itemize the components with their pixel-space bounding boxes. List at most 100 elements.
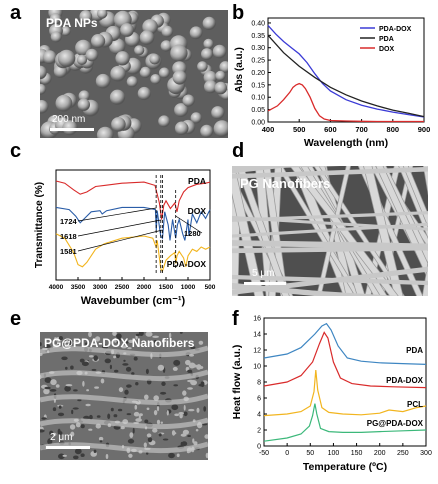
pore [162,438,169,441]
y-tick-label: 0.10 [251,95,265,102]
pore [144,394,149,400]
nanoparticle [160,40,172,52]
x-tick-label: 3000 [93,284,108,291]
scale-text-e: 2 μm [50,432,73,443]
nanoparticle [62,120,78,136]
pore [182,390,187,396]
y-tick-label: 16 [253,316,261,323]
pore [68,340,73,345]
nanoparticle [158,67,170,79]
series-line [267,82,424,123]
pore [91,368,97,371]
pore [153,395,159,401]
nanoparticle [134,45,145,56]
pore [58,336,63,341]
nanoparticle [203,38,214,49]
fiber [232,166,264,296]
nanoparticle [215,70,226,81]
pore [190,346,196,350]
nanoparticle [40,65,47,80]
sem-label-pda-nps: PDA NPs [46,16,98,30]
y-tick-label: 12 [253,348,261,355]
chart-b-uvvis: 0.00 0.05 0.10 0.15 0.20 0.25 0.30 0.35 0.40 400 5… [234,17,430,148]
pore [124,341,129,344]
fiber-ridge [40,441,208,454]
nanoparticle [120,23,134,37]
pore [70,431,75,437]
nanoparticle [76,54,88,65]
pore [75,422,81,428]
pore [200,381,205,388]
nanoparticle [174,103,189,118]
legend-label: DOX [379,46,395,53]
fiber [232,285,400,296]
series-label: PDA [188,176,206,186]
annotation-leader [175,215,203,234]
y-axis-label: Heat flow (a.u.) [231,345,243,420]
nanoparticle [139,66,152,79]
nanoparticle [212,44,227,59]
fiber [232,240,428,250]
pore [80,453,85,457]
nanoparticle [42,50,57,65]
pore [114,369,119,373]
pore [72,407,79,410]
series-line [55,206,211,241]
pore [58,431,63,435]
pore [171,404,179,411]
pore [198,340,204,345]
fiber [376,166,428,279]
pore [168,332,172,339]
pore [139,413,143,417]
pore [183,411,188,417]
pore [192,438,195,443]
nanoparticle [57,49,76,68]
nanoparticle [96,126,114,138]
x-tick-label: 2500 [115,284,130,291]
pore [187,387,193,390]
nanoparticle [85,48,99,62]
pore [152,428,158,433]
pore [79,358,85,363]
y-tick-label: 0.20 [251,70,265,77]
pore [152,335,159,338]
pore [94,386,99,389]
pore [195,429,199,432]
pore [88,428,93,431]
pore [107,413,111,420]
pore [182,429,189,435]
legend-label: PDA [379,36,394,43]
x-axis-label: Wavebumber (cm⁻¹) [81,295,186,307]
nanoparticle [213,120,228,137]
pore [156,405,160,412]
pore [172,366,178,371]
pore [205,452,208,459]
plot-frame [267,17,425,123]
nanoparticle [79,10,93,23]
pore [161,381,166,386]
y-tick-label: 6 [257,396,261,403]
x-tick-label: 300 [420,450,432,457]
annotation-label: 1724 [60,217,78,226]
nanoparticle [204,80,218,94]
pore [122,363,129,366]
pore [52,407,57,412]
x-tick-label: 500 [293,125,306,134]
y-tick-label: 4 [257,412,261,419]
pore [65,384,73,387]
pore [69,424,76,430]
nanoparticle [95,73,111,89]
sem-label-pg-pda-dox: PG@PDA-DOX Nanofibers [44,336,195,350]
nanoparticle [149,53,160,65]
nanoparticle [182,94,195,107]
pore [116,337,121,342]
pore [44,377,52,383]
pore [181,441,188,447]
fiber-ridge [40,345,208,358]
pore [133,356,138,361]
pore [102,344,109,350]
pore [61,341,69,344]
series-line [267,34,425,118]
pore [110,407,114,412]
y-tick-label: 0.05 [251,107,265,114]
